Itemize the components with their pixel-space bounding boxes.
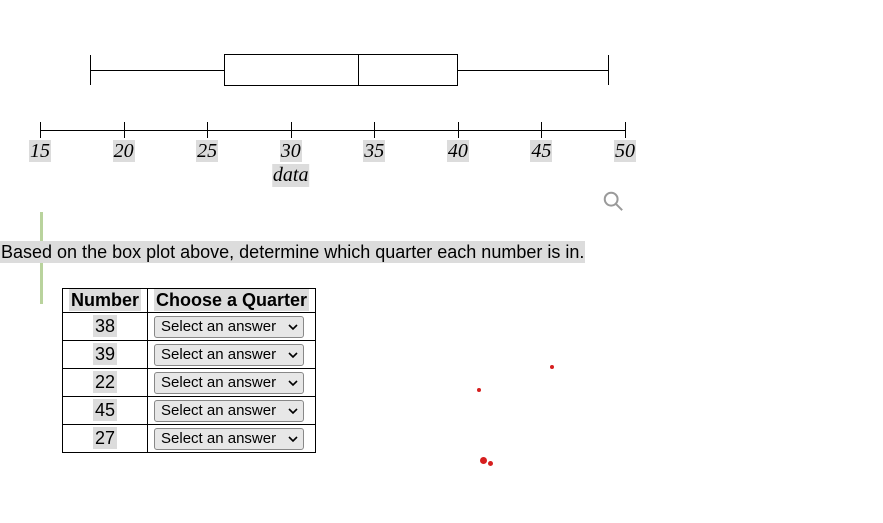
answer-table-body: 38 Select an answer 39 Select an answer 22 Se… [63,313,316,453]
quarter-cell: Select an answer [148,341,316,369]
axis-tick-label: 45 [530,140,552,162]
whisker-cap-max [608,55,609,85]
axis-tick [207,122,208,138]
chevron-down-icon [287,377,299,389]
box-rect [224,54,458,86]
axis-title: data [272,164,310,187]
table-row: 39 Select an answer [63,341,316,369]
axis-tick-label: 15 [29,140,51,162]
axis-tick-label: 40 [447,140,469,162]
number-cell: 27 [63,425,148,453]
axis-tick [458,122,459,138]
red-dot [480,457,487,464]
axis-tick [124,122,125,138]
chevron-down-icon [287,349,299,361]
axis-tick [625,122,626,138]
quarter-cell: Select an answer [148,313,316,341]
red-dot [550,365,554,369]
number-cell: 38 [63,313,148,341]
table-row: 27 Select an answer [63,425,316,453]
axis-tick-label: 35 [363,140,385,162]
quarter-cell: Select an answer [148,425,316,453]
axis-tick-label: 50 [614,140,636,162]
chevron-down-icon [287,405,299,417]
whisker-cap-min [90,55,91,85]
number-cell: 22 [63,369,148,397]
chevron-down-icon [287,321,299,333]
axis-tick [541,122,542,138]
axis-tick [291,122,292,138]
quarter-select-label: Select an answer [161,374,281,392]
quarter-select-label: Select an answer [161,402,281,420]
answer-table: Number Choose a Quarter 38 Select an answ… [62,288,316,453]
table-row: 22 Select an answer [63,369,316,397]
quarter-select-label: Select an answer [161,318,281,336]
axis-line [40,130,625,131]
quarter-select-label: Select an answer [161,346,281,364]
number-cell: 39 [63,341,148,369]
quarter-select-label: Select an answer [161,430,281,448]
col-quarter-header: Choose a Quarter [148,289,316,313]
quarter-cell: Select an answer [148,369,316,397]
table-row: 38 Select an answer [63,313,316,341]
question-text-span: Based on the box plot above, determine w… [0,241,585,263]
boxplot: data 1520253035404550 [40,30,625,175]
col-number-header: Number [63,289,148,313]
number-cell: 45 [63,397,148,425]
red-dot [477,388,481,392]
table-row: 45 Select an answer [63,397,316,425]
quarter-cell: Select an answer [148,397,316,425]
axis-tick [374,122,375,138]
median-line [358,54,359,86]
axis-tick-label: 20 [113,140,135,162]
red-dot [488,461,493,466]
quarter-select[interactable]: Select an answer [154,372,304,394]
axis-tick-label: 30 [280,140,302,162]
chevron-down-icon [287,433,299,445]
quarter-select[interactable]: Select an answer [154,316,304,338]
magnifier-icon[interactable] [602,190,624,217]
quarter-select[interactable]: Select an answer [154,400,304,422]
question-text: Based on the box plot above, determine w… [0,242,585,263]
axis-tick-label: 25 [196,140,218,162]
quarter-select[interactable]: Select an answer [154,344,304,366]
quarter-select[interactable]: Select an answer [154,428,304,450]
axis-tick [40,122,41,138]
